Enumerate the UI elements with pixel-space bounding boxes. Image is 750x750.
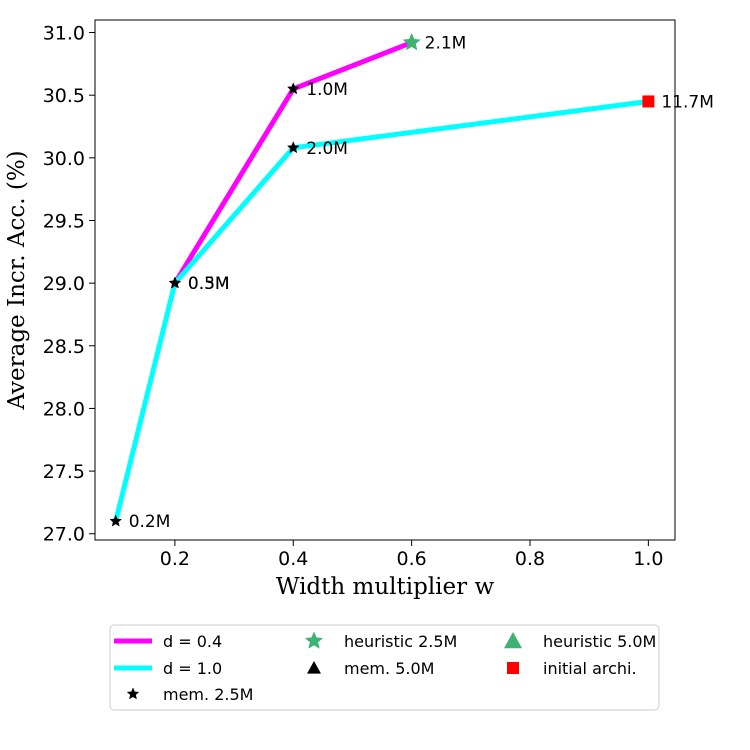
data-point-marker [286, 82, 300, 95]
data-point-marker [642, 95, 655, 108]
y-tick-label: 28.5 [43, 336, 85, 358]
plot-frame [94, 19, 676, 541]
y-tick-label: 29.5 [43, 210, 85, 232]
legend-label: mem. 2.5M [163, 685, 253, 704]
legend-box [109, 624, 660, 711]
y-tick-label: 30.5 [43, 85, 85, 107]
series-line-d-0-4 [172, 40, 415, 286]
data-point-marker [109, 514, 123, 527]
y-tick-label: 31.0 [43, 23, 85, 45]
x-tick-label: 0.4 [278, 548, 308, 570]
legend-star-swatch [304, 631, 324, 649]
y-axis-title: Average Incr. Acc. (%) [4, 150, 30, 410]
y-tick-label: 29.0 [43, 273, 85, 295]
data-point-marker [286, 141, 300, 154]
y-tick-label: 30.0 [43, 148, 85, 170]
legend-label: d = 1.0 [163, 659, 222, 678]
data-point-label: 0.3M [188, 274, 230, 294]
data-point-marker [402, 32, 421, 51]
legend-label: heuristic 2.5M [344, 632, 457, 651]
legend-triangle-swatch [307, 661, 321, 674]
legend-star-swatch [126, 687, 140, 700]
data-point-label: 11.7M [661, 92, 714, 112]
y-tick-label: 27.5 [43, 461, 85, 483]
legend-label: d = 0.4 [163, 632, 222, 651]
data-point-label: 2.0M [306, 139, 348, 159]
data-point-label: 1.0M [306, 80, 348, 100]
data-point-marker [168, 276, 182, 289]
data-point-label: 2.1M [425, 34, 467, 54]
plot-area: 0.2 0.4 0.6 0.8 1.0 27.0 27.5 28.0 28.5 29.0 29.5 3… [43, 19, 714, 570]
legend-label: mem. 5.0M [344, 659, 434, 678]
data-point-label: 0.5M [188, 274, 230, 294]
data-point-label: 0.2M [129, 512, 171, 532]
x-tick-label: 1.0 [633, 548, 663, 570]
x-tick-label: 0.8 [515, 548, 545, 570]
x-tick-label: 0.2 [160, 548, 190, 570]
legend: d = 0.4 d = 1.0 mem. 2.5M heuristic 2.5M mem… [109, 624, 660, 711]
x-tick-label: 0.6 [397, 548, 427, 570]
y-tick-label: 28.0 [43, 398, 85, 420]
y-tick-label: 27.0 [43, 524, 85, 546]
legend-square-swatch [507, 662, 519, 674]
legend-triangle-swatch [504, 632, 522, 649]
legend-label: heuristic 5.0M [543, 632, 656, 651]
x-axis-title: Width multiplier w [276, 574, 495, 600]
legend-label: initial archi. [543, 659, 637, 678]
series-line-d-1-0 [113, 98, 651, 524]
